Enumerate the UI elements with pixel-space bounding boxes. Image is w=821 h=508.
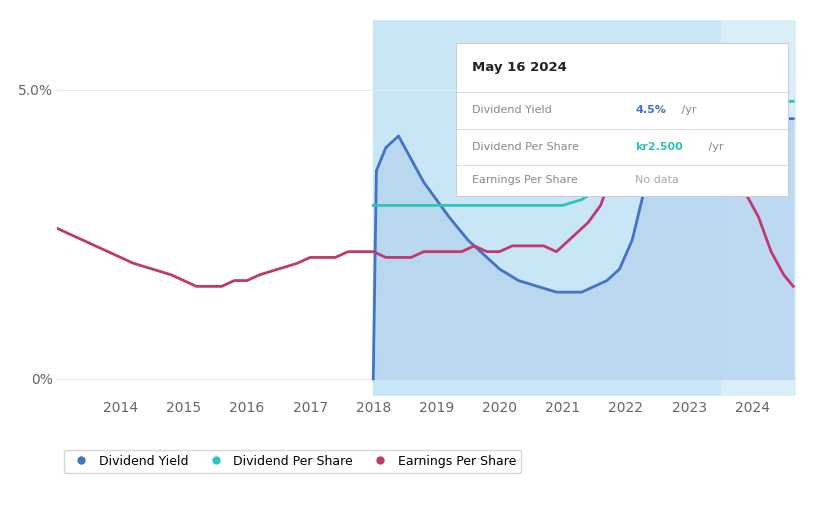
Text: Earnings Per Share: Earnings Per Share <box>472 175 578 185</box>
Text: /yr: /yr <box>678 105 697 115</box>
Text: kr2.500: kr2.500 <box>635 142 683 152</box>
Text: No data: No data <box>635 175 679 185</box>
Bar <box>721 20 796 396</box>
Text: Dividend Per Share: Dividend Per Share <box>472 142 579 152</box>
Text: Past: Past <box>762 92 787 105</box>
Bar <box>374 20 796 396</box>
Legend: Dividend Yield, Dividend Per Share, Earnings Per Share: Dividend Yield, Dividend Per Share, Earn… <box>64 450 521 472</box>
Text: /yr: /yr <box>705 142 723 152</box>
Text: 4.5%: 4.5% <box>635 105 666 115</box>
Text: May 16 2024: May 16 2024 <box>472 61 567 75</box>
Text: Dividend Yield: Dividend Yield <box>472 105 552 115</box>
